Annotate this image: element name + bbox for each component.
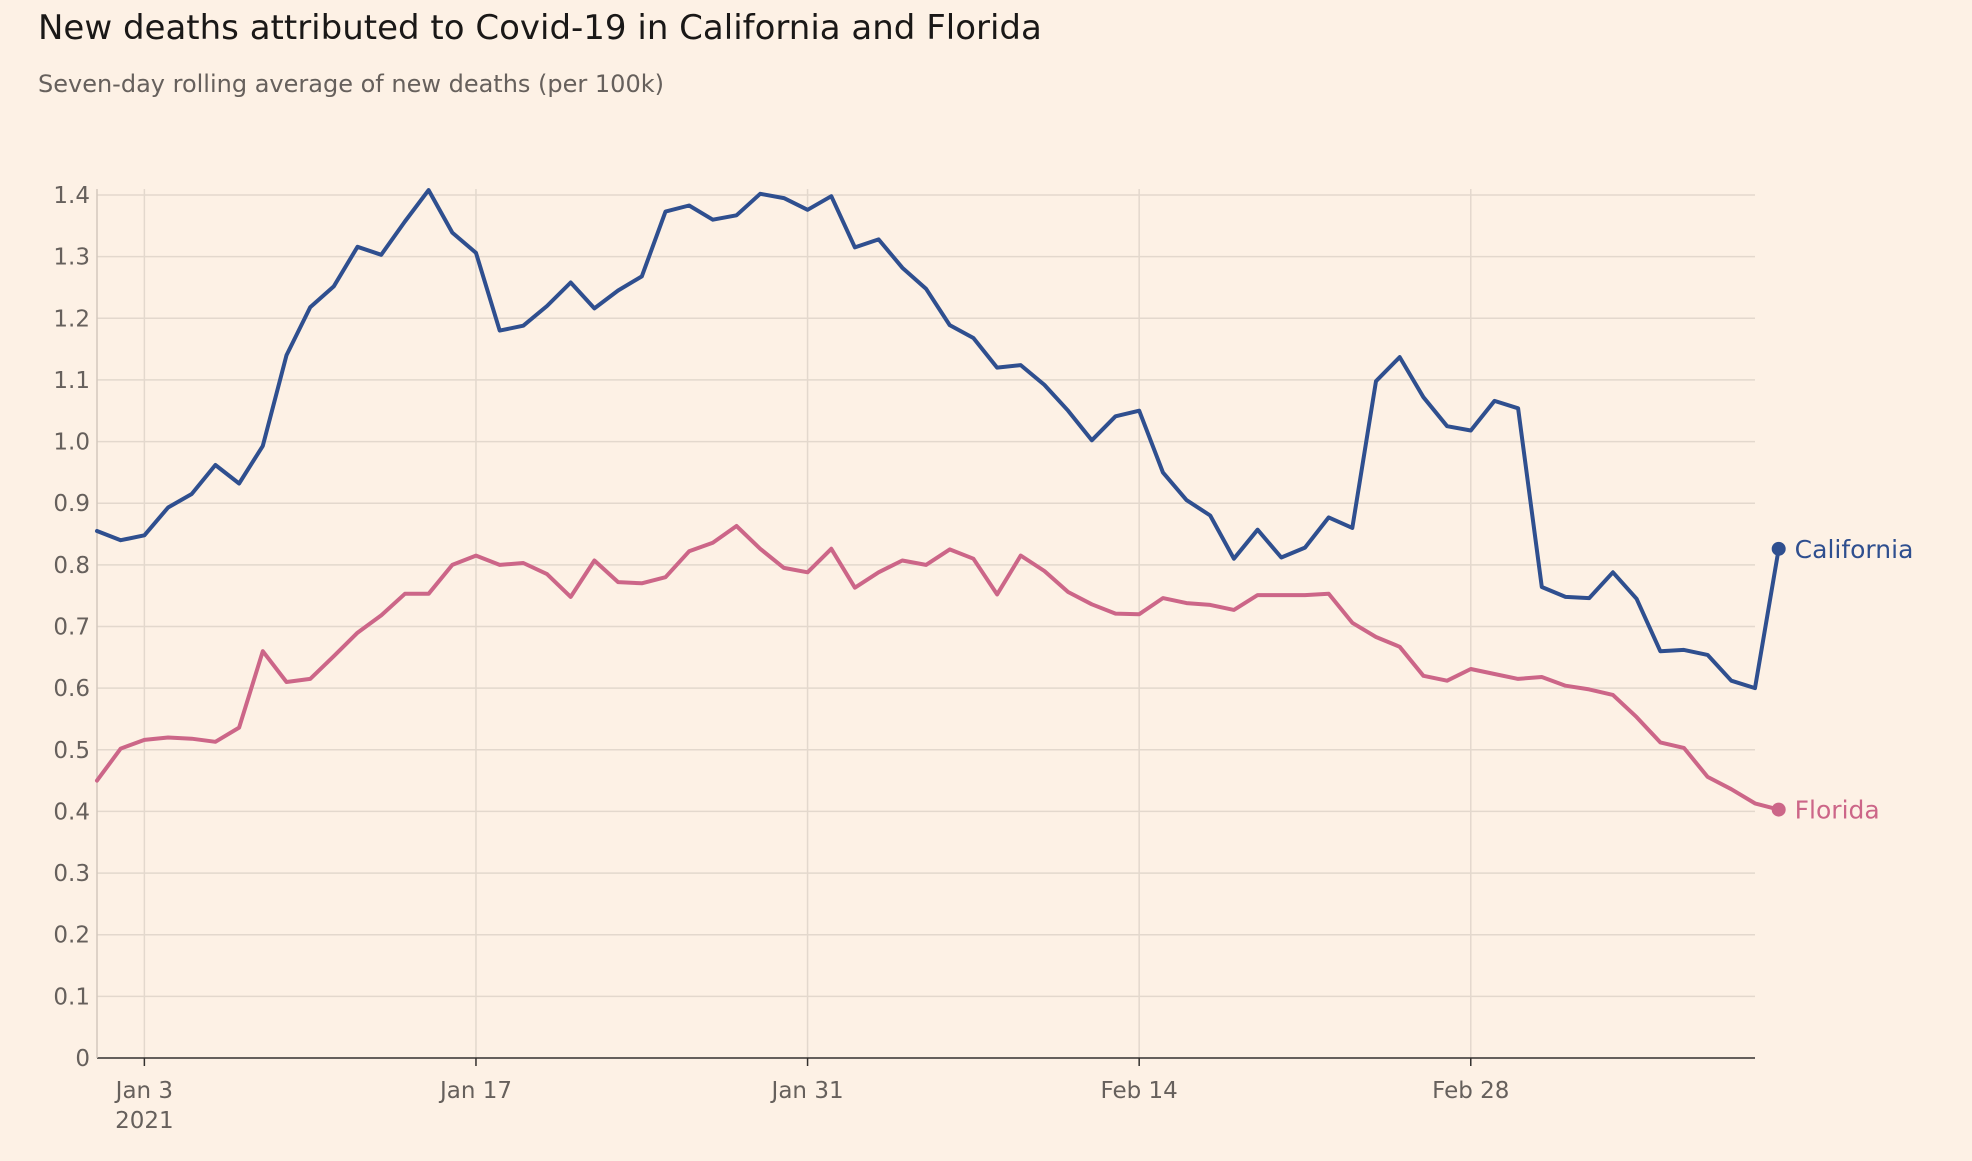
label-layer: California Florida (1795, 535, 1914, 825)
y-tick-label: 1.2 (53, 306, 90, 332)
chart-subtitle: Seven-day rolling average of new deaths … (38, 70, 664, 98)
y-tick-label: 1.3 (53, 245, 90, 271)
series-end-dot-california (1771, 541, 1786, 556)
series-label-california: California (1795, 535, 1914, 564)
y-tick-label: 0.1 (53, 984, 90, 1010)
y-tick-label: 0.7 (53, 615, 90, 641)
axis-layer: 0 0.1 0.2 0.3 0.4 0.5 0.6 0.7 0.8 0.9 1.0 1.1 1.2 1.3… (53, 183, 1755, 1134)
x-tick-label: Feb 28 (1432, 1078, 1509, 1104)
grid-layer (97, 189, 1755, 1058)
x-tick-label: Jan 3 (114, 1078, 173, 1104)
y-tick-label: 0.5 (53, 738, 90, 764)
y-tick-label: 1.1 (53, 368, 90, 394)
y-tick-label: 1.0 (53, 430, 90, 456)
y-tick-label: 0.4 (53, 799, 90, 825)
x-tick-label: Jan 31 (770, 1078, 844, 1104)
y-tick-label: 0.6 (53, 676, 90, 702)
y-tick-label: 0.2 (53, 923, 90, 949)
x-tick-label: Feb 14 (1101, 1078, 1178, 1104)
y-tick-label: 0.9 (53, 491, 90, 517)
y-tick-label: 0 (75, 1046, 90, 1072)
series-layer (95, 188, 1786, 817)
y-tick-label: 0.8 (53, 553, 90, 579)
y-tick-label: 0.3 (53, 861, 90, 887)
series-end-dot-florida (1771, 802, 1786, 817)
chart-title: New deaths attributed to Covid-19 in Cal… (38, 8, 1042, 48)
series-line-california (95, 188, 1781, 691)
series-label-florida: Florida (1795, 796, 1880, 825)
x-tick-label: Jan 17 (438, 1078, 512, 1104)
series-line-florida (95, 524, 1781, 812)
y-tick-label: 1.4 (53, 183, 90, 209)
x-tick-sublabel: 2021 (115, 1108, 174, 1134)
